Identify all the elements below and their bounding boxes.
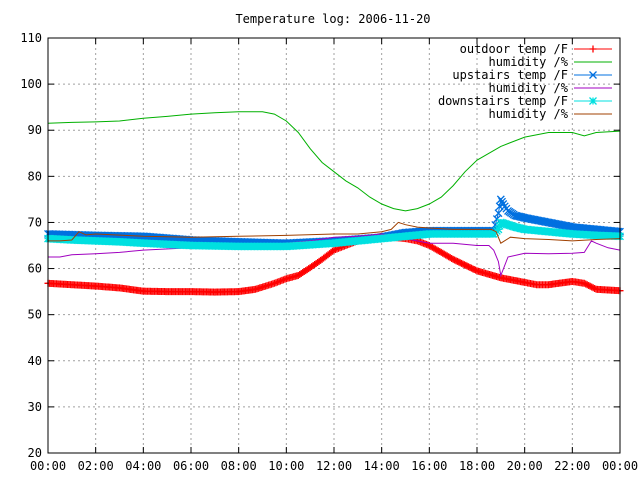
y-tick-label: 70 — [28, 215, 42, 229]
plot-border — [47, 37, 621, 454]
grid-lines — [48, 38, 620, 453]
x-tick-label: 00:00 — [30, 459, 66, 473]
y-tick-label: 30 — [28, 400, 42, 414]
legend-marker — [589, 71, 597, 79]
x-tick-label: 18:00 — [459, 459, 495, 473]
x-tick-label: 20:00 — [507, 459, 543, 473]
legend-marker — [589, 97, 597, 105]
series-1 — [47, 111, 621, 212]
x-tick-label: 00:00 — [602, 459, 638, 473]
series-line — [47, 111, 621, 212]
x-tick-label: 12:00 — [316, 459, 352, 473]
legend-label: downstairs temp /F — [438, 94, 568, 108]
series-5 — [48, 221, 621, 244]
y-tick-label: 60 — [28, 262, 42, 276]
y-tick-label: 20 — [28, 446, 42, 460]
series-point — [494, 225, 503, 234]
axes: 20 30 40 50 60 70 80 90 100 110 00:00 02:00 04:00 06:… — [20, 31, 638, 473]
x-tick-label: 08:00 — [221, 459, 257, 473]
legend-marker — [589, 45, 597, 53]
y-tick-label: 50 — [28, 308, 42, 322]
series-point — [498, 197, 506, 206]
x-tick-label: 06:00 — [173, 459, 209, 473]
plot-series — [44, 111, 624, 296]
legend-label: humidity /% — [489, 107, 569, 121]
legend-label: humidity /% — [489, 81, 569, 95]
legend-label: humidity /% — [489, 55, 569, 69]
series-0 — [44, 232, 624, 296]
series-point — [494, 209, 503, 218]
x-tick-label: 04:00 — [125, 459, 161, 473]
legend-label: outdoor temp /F — [460, 42, 568, 56]
series-line — [48, 233, 621, 278]
x-tick-label: 22:00 — [554, 459, 590, 473]
x-tick-label: 14:00 — [364, 459, 400, 473]
legend-label: upstairs temp /F — [452, 68, 568, 82]
y-tick-label: 90 — [28, 123, 42, 137]
y-tick-label: 80 — [28, 169, 42, 183]
x-tick-label: 02:00 — [78, 459, 114, 473]
series-4 — [44, 218, 624, 251]
series-line — [48, 221, 621, 244]
series-3 — [48, 233, 621, 278]
series-point — [496, 195, 505, 204]
y-tick-label: 40 — [28, 354, 42, 368]
y-tick-label: 100 — [20, 77, 42, 91]
y-tick-label: 110 — [20, 31, 42, 45]
chart-title: Temperature log: 2006-11-20 — [235, 12, 430, 26]
x-tick-label: 10:00 — [268, 459, 304, 473]
x-tick-label: 16:00 — [411, 459, 447, 473]
